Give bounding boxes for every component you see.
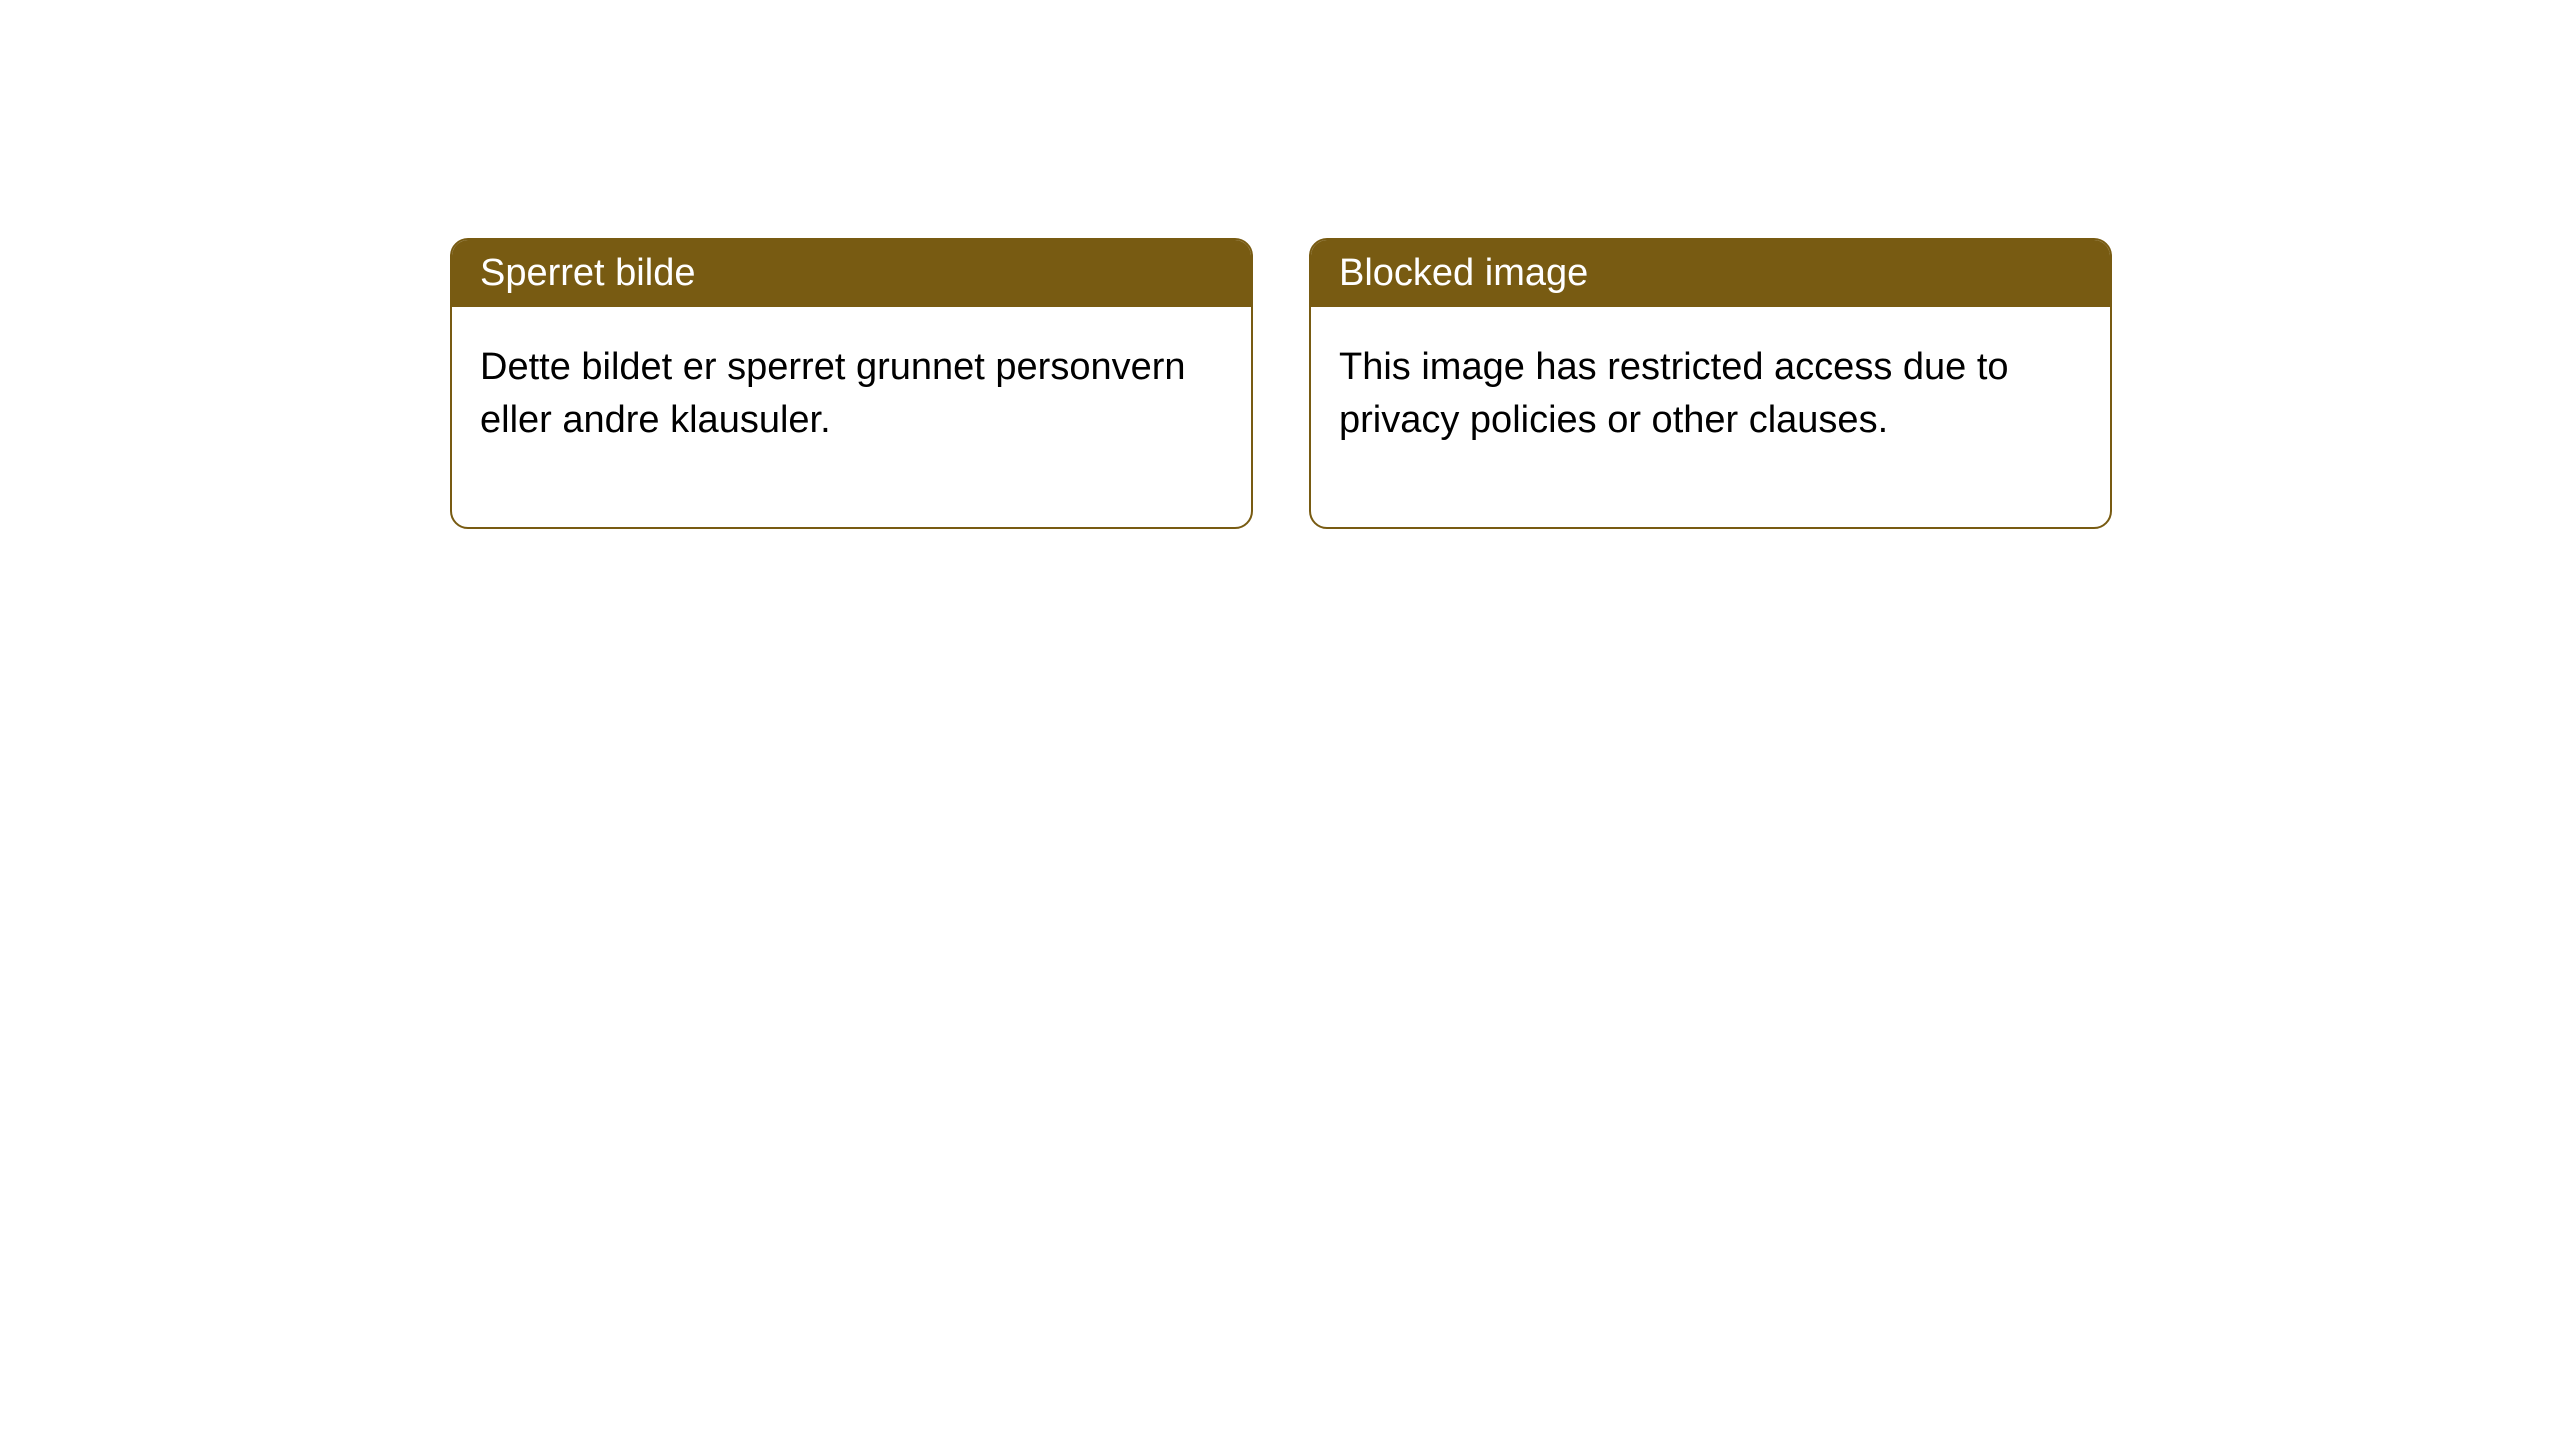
notice-title: Sperret bilde [480, 252, 695, 294]
notice-header: Sperret bilde [452, 240, 1251, 307]
notice-body: Dette bildet er sperret grunnet personve… [452, 307, 1251, 527]
notice-header: Blocked image [1311, 240, 2110, 307]
notice-message: This image has restricted access due to … [1339, 346, 2009, 441]
notice-body: This image has restricted access due to … [1311, 307, 2110, 527]
notice-card-norwegian: Sperret bilde Dette bildet er sperret gr… [450, 238, 1253, 529]
notice-card-english: Blocked image This image has restricted … [1309, 238, 2112, 529]
notice-title: Blocked image [1339, 252, 1588, 294]
blocked-image-notice-container: Sperret bilde Dette bildet er sperret gr… [450, 238, 2112, 529]
notice-message: Dette bildet er sperret grunnet personve… [480, 346, 1186, 441]
